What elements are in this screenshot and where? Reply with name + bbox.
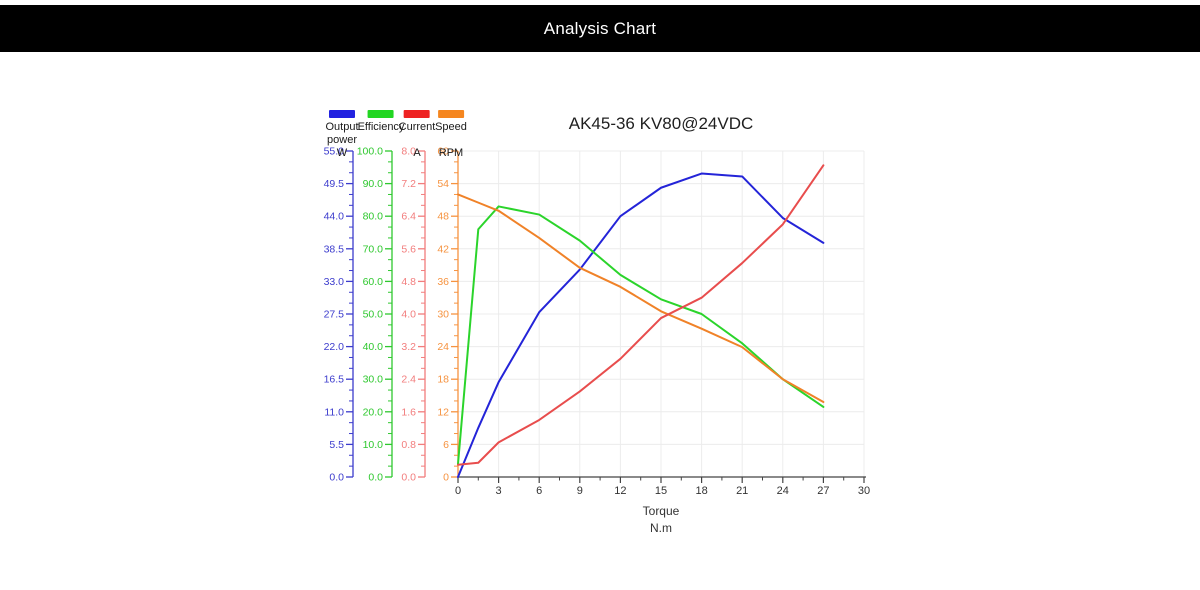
svg-text:60: 60 — [437, 146, 449, 158]
svg-text:55.0: 55.0 — [324, 146, 345, 158]
grid-lines — [458, 150, 865, 477]
svg-text:6.4: 6.4 — [401, 211, 416, 223]
svg-text:15: 15 — [655, 485, 667, 497]
series-line-speed — [457, 193, 825, 404]
chart-title: AK45-36 KV80@24VDC — [568, 114, 754, 133]
svg-text:7.2: 7.2 — [401, 178, 416, 190]
svg-text:22.0: 22.0 — [324, 341, 345, 353]
svg-text:4.8: 4.8 — [401, 276, 416, 288]
svg-text:11.0: 11.0 — [324, 406, 344, 418]
x-axis-unit: N.m — [650, 521, 672, 535]
y-axis-speed: 0 6 12 18 24 30 36 42 48 54 60 — [437, 146, 459, 484]
svg-text:0.0: 0.0 — [368, 472, 383, 484]
y-axis-current: 0.0 0.8 1.6 2.4 3.2 4.0 4.8 5.6 6.4 7.2 8.0 — [401, 146, 426, 484]
legend-swatch-current — [404, 110, 430, 118]
svg-text:44.0: 44.0 — [324, 211, 345, 223]
svg-text:18: 18 — [695, 485, 707, 497]
legend-unit: A — [413, 147, 421, 159]
legend-label: Output power — [325, 121, 359, 146]
legend-label: Efficiency — [357, 121, 405, 133]
legend-item-speed: Speed RPM — [435, 110, 467, 160]
svg-text:48: 48 — [437, 211, 449, 223]
series-line-efficiency — [457, 205, 825, 465]
svg-text:27: 27 — [817, 485, 829, 497]
svg-text:21: 21 — [736, 485, 748, 497]
svg-text:30: 30 — [437, 309, 449, 321]
svg-text:100.0: 100.0 — [357, 146, 383, 158]
x-axis-caption: Torque N.m — [458, 503, 864, 537]
svg-text:49.5: 49.5 — [324, 178, 345, 190]
header-bar: Analysis Chart — [0, 5, 1200, 52]
svg-text:27.5: 27.5 — [324, 309, 345, 321]
svg-text:5.5: 5.5 — [329, 439, 344, 451]
legend-item-output-power: Output power W — [319, 110, 365, 160]
svg-text:10.0: 10.0 — [363, 439, 384, 451]
svg-text:12: 12 — [437, 406, 449, 418]
svg-text:5.6: 5.6 — [401, 243, 416, 255]
y-axis-efficiency: 0.0 10.0 20.0 30.0 40.0 50.0 60.0 70.0 80.0 90.0 1… — [357, 146, 393, 484]
legend-swatch-speed — [438, 110, 464, 118]
svg-text:0: 0 — [443, 472, 449, 484]
svg-text:1.6: 1.6 — [401, 406, 416, 418]
svg-text:42: 42 — [437, 243, 449, 255]
legend-swatch-efficiency — [368, 110, 394, 118]
svg-text:36: 36 — [437, 276, 449, 288]
page-title: Analysis Chart — [543, 18, 657, 38]
svg-text:9: 9 — [577, 485, 583, 497]
svg-text:0.0: 0.0 — [401, 472, 416, 484]
svg-text:33.0: 33.0 — [324, 276, 345, 288]
svg-text:30: 30 — [858, 485, 870, 497]
svg-text:3: 3 — [496, 485, 502, 497]
svg-text:50.0: 50.0 — [363, 309, 384, 321]
svg-text:0.8: 0.8 — [401, 439, 416, 451]
svg-text:6: 6 — [536, 485, 542, 497]
legend-label: Speed — [435, 121, 467, 133]
legend-unit: W — [336, 147, 348, 159]
svg-text:24: 24 — [437, 341, 449, 353]
legend-swatch-output-power — [329, 110, 355, 118]
svg-text:90.0: 90.0 — [363, 178, 384, 190]
svg-text:4.0: 4.0 — [401, 309, 416, 321]
legend-item-efficiency: Efficiency — [357, 110, 405, 147]
svg-text:6: 6 — [443, 439, 449, 451]
legend-item-current: Current A — [398, 110, 436, 160]
svg-text:30.0: 30.0 — [363, 374, 384, 386]
legend-label: Current — [398, 121, 436, 133]
svg-text:24: 24 — [777, 485, 789, 497]
svg-text:8.0: 8.0 — [401, 146, 416, 158]
y-axis-output-power: 0.0 5.5 11.0 16.5 22.0 27.5 33.0 38.5 44.0 49.5 55… — [324, 146, 354, 484]
svg-text:70.0: 70.0 — [363, 243, 384, 255]
svg-text:0: 0 — [455, 485, 461, 497]
svg-text:12: 12 — [614, 485, 626, 497]
svg-text:20.0: 20.0 — [363, 406, 384, 418]
svg-text:38.5: 38.5 — [324, 243, 345, 255]
svg-text:40.0: 40.0 — [363, 341, 384, 353]
svg-text:2.4: 2.4 — [401, 374, 416, 386]
x-axis: 0 3 6 9 12 15 18 21 24 27 30 — [455, 476, 870, 497]
svg-text:3.2: 3.2 — [401, 341, 416, 353]
svg-text:54: 54 — [437, 178, 449, 190]
svg-text:0.0: 0.0 — [329, 472, 344, 484]
svg-text:16.5: 16.5 — [324, 374, 345, 386]
svg-text:60.0: 60.0 — [363, 276, 384, 288]
legend-unit: RPM — [438, 147, 464, 159]
series-line-output-power — [457, 172, 825, 478]
svg-text:80.0: 80.0 — [363, 211, 384, 223]
x-axis-label: Torque — [642, 504, 680, 518]
series-line-current — [457, 164, 825, 466]
svg-text:18: 18 — [437, 374, 449, 386]
